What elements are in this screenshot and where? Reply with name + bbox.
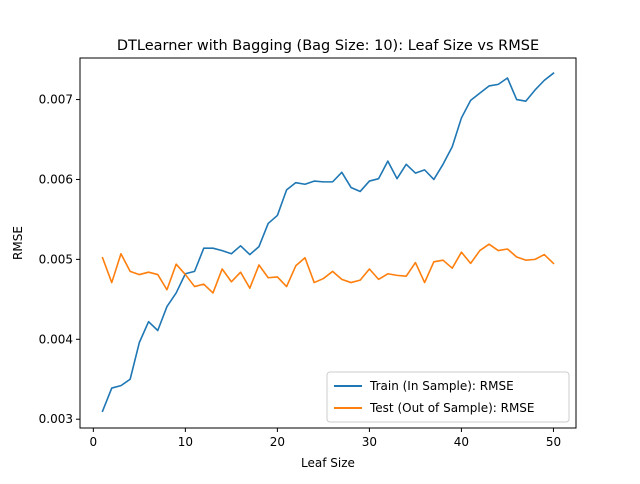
x-tick-label: 50 (546, 435, 561, 449)
series-test-line (101, 243, 555, 294)
x-tick-label: 10 (178, 435, 193, 449)
x-axis-ticks: 0 10 20 30 40 50 (90, 428, 561, 449)
x-tick-label: 30 (362, 435, 377, 449)
chart-title: DTLearner with Bagging (Bag Size: 10): L… (117, 38, 539, 54)
series-train-line (101, 72, 555, 413)
x-tick-label: 20 (270, 435, 285, 449)
y-tick-label: 0.006 (39, 172, 73, 186)
plot-frame (79, 57, 577, 429)
x-axis-label: Leaf Size (301, 456, 355, 470)
y-axis-ticks: 0.003 0.004 0.005 0.006 0.007 (39, 93, 80, 426)
x-tick-label: 40 (454, 435, 469, 449)
y-tick-label: 0.004 (39, 332, 73, 346)
y-tick-label: 0.007 (39, 93, 73, 107)
plot-lines (101, 72, 555, 413)
y-axis-label: RMSE (11, 226, 25, 260)
legend-label-train: Train (In Sample): RMSE (369, 379, 514, 393)
y-tick-label: 0.005 (39, 252, 73, 266)
y-tick-label: 0.003 (39, 412, 73, 426)
legend: Train (In Sample): RMSE Test (Out of Sam… (326, 371, 570, 423)
x-tick-label: 0 (90, 435, 98, 449)
legend-label-test: Test (Out of Sample): RMSE (369, 401, 535, 415)
legend-frame (326, 371, 570, 423)
